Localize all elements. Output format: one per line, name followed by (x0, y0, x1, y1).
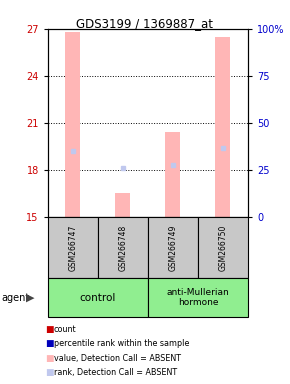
Text: agent: agent (1, 293, 30, 303)
Text: ▶: ▶ (26, 293, 35, 303)
Bar (148, 278, 248, 317)
Bar (48, 278, 148, 317)
Text: GSM266747: GSM266747 (68, 225, 77, 271)
Text: ■: ■ (45, 368, 53, 377)
Text: GSM266750: GSM266750 (218, 225, 227, 271)
Bar (115, 194, 130, 217)
Bar (98, 217, 148, 278)
Text: ■: ■ (45, 324, 53, 334)
Bar (215, 36, 231, 217)
Text: count: count (54, 324, 76, 334)
Text: control: control (80, 293, 116, 303)
Text: ■: ■ (45, 339, 53, 348)
Bar (48, 217, 98, 278)
Text: GSM266748: GSM266748 (118, 225, 127, 271)
Text: anti-Mullerian
hormone: anti-Mullerian hormone (166, 288, 229, 307)
Bar (148, 217, 198, 278)
Text: percentile rank within the sample: percentile rank within the sample (54, 339, 189, 348)
Bar (65, 32, 80, 217)
Bar (198, 217, 248, 278)
Text: rank, Detection Call = ABSENT: rank, Detection Call = ABSENT (54, 368, 177, 377)
Text: GSM266749: GSM266749 (168, 225, 177, 271)
Text: value, Detection Call = ABSENT: value, Detection Call = ABSENT (54, 354, 181, 363)
Bar (165, 132, 180, 217)
Text: GDS3199 / 1369887_at: GDS3199 / 1369887_at (77, 17, 213, 30)
Text: ■: ■ (45, 354, 53, 363)
